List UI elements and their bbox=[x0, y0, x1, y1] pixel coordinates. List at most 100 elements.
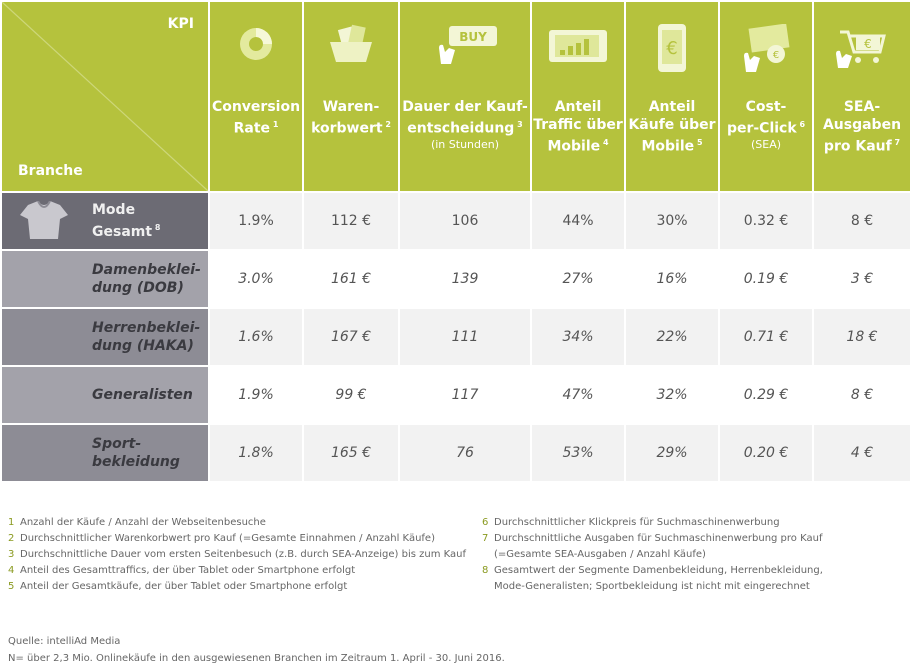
buy-button-icon: BUY bbox=[427, 24, 503, 68]
cell-r5-c1: 1.8% bbox=[210, 425, 302, 481]
footnote-number: 6 bbox=[482, 517, 489, 528]
cell-r3-c4: 34% bbox=[532, 309, 624, 365]
footnote-line: Mode-Generalisten; Sportbekleidung ist n… bbox=[482, 579, 810, 594]
cell-r1-c6: 0.32 € bbox=[720, 193, 812, 249]
footnote-ref: 7 bbox=[891, 138, 901, 147]
row-label-5: Sport-bekleidung bbox=[2, 425, 208, 481]
column-header-label: SEA- Ausgaben pro Kauf 7 bbox=[814, 98, 910, 156]
cell-r1-c1: 1.9% bbox=[210, 193, 302, 249]
row-label-text: bekleidung bbox=[92, 454, 180, 470]
footnote-ref: 8 bbox=[152, 223, 161, 233]
cell-r2-c7: 3 € bbox=[814, 251, 910, 307]
svg-text:€: € bbox=[773, 50, 779, 61]
cell-r5-c3: 76 bbox=[400, 425, 530, 481]
column-header-subtitle: (SEA) bbox=[750, 137, 782, 151]
cell-r3-c2: 167 € bbox=[304, 309, 398, 365]
column-header-label: Anteil Käufe über Mobile 5 bbox=[626, 98, 718, 156]
row-label-text: Herrenbeklei- bbox=[92, 320, 201, 336]
footnote-ref: 5 bbox=[694, 138, 703, 147]
column-header-text: Anteil bbox=[554, 99, 602, 115]
footnote-number: 8 bbox=[482, 565, 489, 576]
tablet-icon bbox=[547, 24, 609, 68]
cell-r2-c5: 16% bbox=[626, 251, 718, 307]
smartphone-euro-icon: € bbox=[656, 24, 688, 76]
cell-r4-c4: 47% bbox=[532, 367, 624, 423]
column-header-1: Conversion Rate 1 bbox=[210, 2, 302, 191]
column-header-text: Waren- bbox=[322, 99, 380, 115]
footnote-line: 1 Anzahl der Käufe / Anzahl der Webseiten… bbox=[8, 515, 266, 530]
column-header-text: pro Kauf bbox=[823, 138, 892, 155]
kpi-label: KPI bbox=[167, 16, 194, 32]
column-header-text: korbwert bbox=[311, 120, 383, 137]
cell-r2-c6: 0.19 € bbox=[720, 251, 812, 307]
cell-r3-c6: 0.71 € bbox=[720, 309, 812, 365]
cell-r3-c3: 111 bbox=[400, 309, 530, 365]
money-click-icon: € bbox=[740, 23, 792, 76]
footnote-line: 6 Durchschnittlicher Klickpreis für Suchm… bbox=[482, 515, 780, 530]
diagonal-divider bbox=[2, 2, 208, 191]
cell-r3-c7: 18 € bbox=[814, 309, 910, 365]
column-header-2: Waren-korbwert 2 bbox=[304, 2, 398, 191]
cell-r5-c5: 29% bbox=[626, 425, 718, 481]
cell-r3-c5: 22% bbox=[626, 309, 718, 365]
column-header-text: SEA- bbox=[843, 99, 881, 115]
column-header-4: Anteil Traffic über Mobile 4 bbox=[532, 2, 624, 191]
svg-text:BUY: BUY bbox=[459, 30, 487, 44]
column-header-label: Conversion Rate 1 bbox=[210, 98, 302, 138]
row-label-text: Damenbeklei- bbox=[92, 262, 201, 278]
row-label-text: Gesamt bbox=[92, 223, 153, 240]
column-header-subtitle: (in Stunden) bbox=[430, 137, 500, 151]
column-header-text: entscheidung bbox=[407, 120, 515, 137]
sample-note: N= über 2,3 Mio. Onlinekäufe in den ausg… bbox=[8, 653, 505, 664]
column-header-text: per-Click bbox=[726, 120, 797, 137]
shopping-basket-icon bbox=[326, 24, 376, 68]
footnote-text: Gesamtwert der Segmente Damenbekleidung,… bbox=[494, 565, 823, 576]
cell-r4-c1: 1.9% bbox=[210, 367, 302, 423]
footnote-text: Mode-Generalisten; Sportbekleidung ist n… bbox=[494, 581, 810, 592]
column-header-text: Cost- bbox=[745, 99, 787, 115]
column-header-7: € SEA- Ausgaben pro Kauf 7 bbox=[814, 2, 910, 191]
cell-r5-c7: 4 € bbox=[814, 425, 910, 481]
footnote-line: 8 Gesamtwert der Segmente Damenbekleidung… bbox=[482, 563, 823, 578]
column-header-text: Anteil bbox=[648, 99, 696, 115]
column-header-label: Anteil Traffic über Mobile 4 bbox=[532, 98, 624, 156]
footnote-number: 3 bbox=[8, 549, 15, 560]
cell-r1-c2: 112 € bbox=[304, 193, 398, 249]
cell-r1-c5: 30% bbox=[626, 193, 718, 249]
cell-r2-c1: 3.0% bbox=[210, 251, 302, 307]
column-header-text: Dauer der Kauf- bbox=[402, 99, 528, 115]
column-header-label: Dauer der Kauf-entscheidung 3 (in Stunden… bbox=[400, 98, 530, 152]
cell-r4-c2: 99 € bbox=[304, 367, 398, 423]
footnote-ref: 6 bbox=[796, 120, 806, 129]
row-label-4: Generalisten bbox=[2, 367, 208, 423]
footnote-line: 4 Anteil des Gesamttraffics, der über Tab… bbox=[8, 563, 355, 578]
footnote-text: Durchschnittlicher Klickpreis für Suchma… bbox=[494, 517, 780, 528]
column-header-text: Rate bbox=[233, 120, 271, 137]
footnote-line: (=Gesamte SEA-Ausgaben / Anzahl Käufe) bbox=[482, 547, 706, 562]
footnote-text: Durchschnittliche Ausgaben für Suchmasch… bbox=[494, 533, 823, 544]
footnote-text: Anzahl der Käufe / Anzahl der Webseitenb… bbox=[20, 517, 266, 528]
footnote-text: Anteil der Gesamtkäufe, der über Tablet … bbox=[20, 581, 348, 592]
svg-text:€: € bbox=[666, 38, 677, 59]
svg-text:€: € bbox=[864, 37, 872, 51]
cell-r5-c6: 0.20 € bbox=[720, 425, 812, 481]
footnote-ref: 1 bbox=[270, 120, 279, 129]
footnote-line: 3 Durchschnittliche Dauer vom ersten Seit… bbox=[8, 547, 466, 562]
footnote-number: 7 bbox=[482, 533, 489, 544]
cell-r4-c7: 8 € bbox=[814, 367, 910, 423]
column-header-label: Cost-per-Click 6 (SEA) bbox=[720, 98, 812, 152]
column-header-text: Traffic über bbox=[533, 117, 623, 133]
cell-r1-c3: 106 bbox=[400, 193, 530, 249]
row-label-1: Mode Gesamt 8 bbox=[2, 193, 208, 249]
column-header-text: Conversion bbox=[211, 99, 301, 115]
column-header-label: Waren-korbwert 2 bbox=[304, 98, 398, 138]
cell-r5-c2: 165 € bbox=[304, 425, 398, 481]
cell-r1-c4: 44% bbox=[532, 193, 624, 249]
footnote-text: Durchschnittlicher Warenkorbwert pro Kau… bbox=[20, 533, 435, 544]
donut-icon bbox=[236, 24, 276, 68]
row-label-text: Mode bbox=[92, 202, 136, 219]
row-label-3: Herrenbeklei-dung (HAKA) bbox=[2, 309, 208, 365]
source-line: Quelle: intelliAd Media bbox=[8, 636, 121, 647]
cell-r5-c4: 53% bbox=[532, 425, 624, 481]
row-label-text: dung (DOB) bbox=[92, 280, 184, 296]
